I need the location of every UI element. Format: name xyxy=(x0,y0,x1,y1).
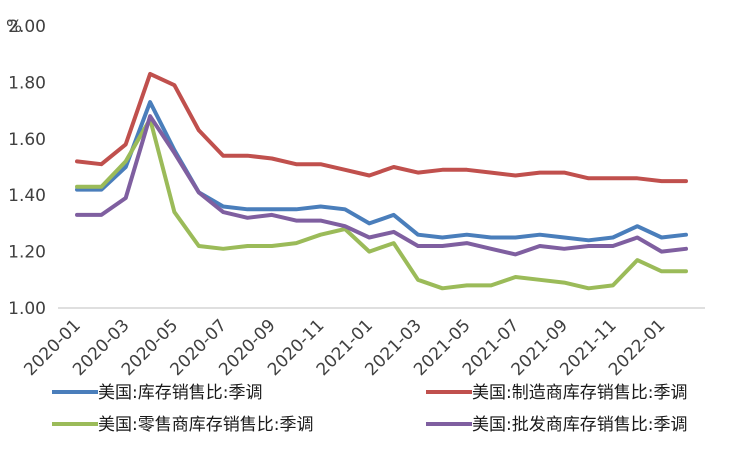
y-tick-label: 1.60 xyxy=(8,130,46,150)
y-tick-label: 1.00 xyxy=(8,299,46,319)
series-line-2 xyxy=(75,71,688,184)
series-line-3 xyxy=(75,117,688,291)
series-lines xyxy=(75,71,688,291)
legend-label-1: 美国:库存销售比:季调 xyxy=(98,383,262,403)
y-tick-label: 2.00 xyxy=(8,17,46,37)
x-tick-labels: 2020-012020-032020-052020-072020-092020-… xyxy=(20,316,669,380)
y-unit-label: % xyxy=(6,17,22,37)
series-line-4 xyxy=(75,114,688,257)
y-tick-labels: 1.00 1.20 1.40 1.60 1.80 2.00 xyxy=(8,17,46,319)
y-tick-label: 1.40 xyxy=(8,186,46,206)
legend-label-3: 美国:零售商库存销售比:季调 xyxy=(98,415,313,435)
legend-label-2: 美国:制造商库存销售比:季调 xyxy=(472,383,687,403)
legend-label-4: 美国:批发商库存销售比:季调 xyxy=(472,415,687,435)
y-tick-label: 1.80 xyxy=(8,73,46,93)
y-tick-label: 1.20 xyxy=(8,243,46,263)
